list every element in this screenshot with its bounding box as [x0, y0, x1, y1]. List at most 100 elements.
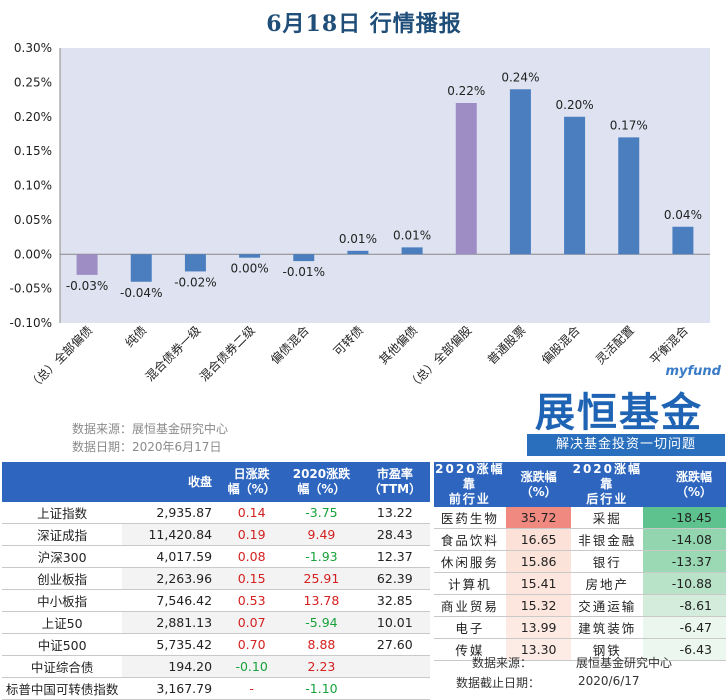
data-label: 0.20% [556, 98, 594, 112]
index-ytd-change: 9.49 [283, 523, 360, 546]
y-tick-label: 0.00% [14, 247, 52, 261]
bottom-industry-name: 房地产 [571, 572, 644, 595]
bar [130, 254, 152, 282]
data-label: 0.22% [447, 84, 485, 98]
logo-brand-text: 展恒基金 [535, 389, 703, 436]
data-label: 0.01% [393, 228, 431, 242]
fund-return-bar-chart: 0.30% 0.25% 0.20% 0.15% 0.10% 0.05% 0.00% -0.05… [10, 41, 710, 393]
industry-table: 2020涨幅靠 前行业 涨跌幅 （%） 2020涨幅靠 后行业 涨跌幅 （%） 医药生物 35.… [434, 462, 726, 661]
bottom-industry-change: -13.37 [643, 550, 726, 573]
bar [239, 254, 261, 258]
brand-logo: myfund 展恒基金 解决基金投资一切问题 [527, 364, 725, 456]
x-tick-label: 混合债券二级 [196, 323, 258, 385]
table-row: 休闲服务 15.86 银行 -13.37 [434, 550, 726, 573]
y-tick-label: 0.20% [14, 110, 52, 124]
table-row: 上证指数 2,935.87 0.14 -3.75 13.22 [2, 502, 430, 524]
bottom-industry-name: 钢铁 [571, 638, 644, 661]
index-pe: 28.43 [359, 523, 430, 546]
index-day-change: - [220, 677, 284, 700]
x-tick-label: （总）全部偏债 [25, 323, 95, 393]
top-industry-change: 15.41 [505, 572, 572, 595]
index-name: 标普中国可转债指数 [2, 677, 123, 700]
index-ytd-change: -1.93 [283, 545, 360, 568]
index-close: 4,017.59 [122, 545, 221, 568]
index-ytd-change: 8.88 [283, 633, 360, 656]
bar [76, 254, 98, 275]
index-name: 上证指数 [2, 502, 123, 524]
data-label: 0.17% [610, 118, 648, 132]
bar [401, 247, 423, 255]
bar [184, 254, 206, 272]
bar [564, 116, 586, 255]
index-close: 11,420.84 [122, 523, 221, 546]
bottom-industry-name: 采掘 [571, 507, 644, 529]
top-industry-name: 食品饮料 [434, 528, 506, 551]
y-tick-label: 0.10% [14, 179, 52, 193]
index-close: 2,263.96 [122, 567, 221, 590]
bottom-industry-name: 非银金融 [571, 528, 644, 551]
top-industry-change: 16.65 [505, 528, 572, 551]
footer-date-value: 2020/6/17 [578, 674, 640, 688]
bar [618, 137, 640, 255]
index-day-change: 0.08 [220, 545, 284, 568]
top-industry-change: 15.86 [505, 550, 572, 573]
bar [293, 254, 315, 262]
data-label: 0.01% [339, 232, 377, 246]
top-industry-name: 电子 [434, 616, 506, 639]
index-name: 沪深300 [2, 545, 123, 568]
y-tick-label: 0.15% [14, 144, 52, 158]
x-tick-label: 纯债 [122, 323, 149, 350]
index-pe: 13.22 [359, 502, 430, 524]
table-row: 上证50 2,881.13 0.07 -5.94 10.01 [2, 611, 430, 634]
index-table-header: 2020涨跌 幅（%） [283, 462, 360, 502]
top-industry-name: 传媒 [434, 638, 506, 661]
index-pe: 10.01 [359, 611, 430, 634]
x-tick-label: 普通股票 [485, 323, 529, 367]
industry-table-header: 2020涨幅靠 后行业 [571, 462, 644, 507]
x-tick-label: 平衡混合 [646, 323, 691, 368]
index-day-change: 0.19 [220, 523, 284, 546]
table-row: 计算机 15.41 房地产 -10.88 [434, 572, 726, 595]
index-table-header: 日涨跌 幅（%） [220, 462, 284, 502]
index-day-change: -0.10 [220, 655, 284, 678]
index-close: 3,167.79 [122, 677, 221, 700]
top-industry-change: 13.99 [505, 616, 572, 639]
index-ytd-change: -3.75 [283, 502, 360, 524]
index-name: 深证成指 [2, 523, 123, 546]
table-row: 深证成指 11,420.84 0.19 9.49 28.43 [2, 523, 430, 546]
logo-myfund-text: myfund [665, 364, 722, 379]
bar [347, 250, 369, 255]
index-name: 上证50 [2, 611, 123, 634]
top-industry-change: 35.72 [505, 507, 572, 529]
industry-table-header: 涨跌幅 （%） [643, 462, 726, 507]
index-day-change: 0.70 [220, 633, 284, 656]
data-source-note: 数据来源：展恒基金研究中心 [72, 422, 229, 436]
index-table-header: 收盘 [122, 462, 221, 502]
index-pe: 12.37 [359, 545, 430, 568]
bar [509, 89, 531, 255]
index-table-header [2, 462, 123, 502]
bottom-industry-change: -6.43 [643, 638, 726, 661]
top-industry-change: 15.32 [505, 594, 572, 617]
bottom-industry-change: -6.47 [643, 616, 726, 639]
y-tick-label: -0.10% [10, 316, 52, 330]
index-ytd-change: 13.78 [283, 589, 360, 612]
bottom-industry-change: -8.61 [643, 594, 726, 617]
x-tick-label: 其他偏债 [376, 323, 421, 368]
data-date-note: 数据日期：2020年6月17日 [72, 440, 222, 454]
index-close: 194.20 [122, 655, 221, 678]
table-row: 创业板指 2,263.96 0.15 25.91 62.39 [2, 567, 430, 590]
index-ytd-change: -5.94 [283, 611, 360, 634]
top-industry-name: 商业贸易 [434, 594, 506, 617]
y-tick-label: 0.25% [14, 75, 52, 89]
index-close: 5,735.42 [122, 633, 221, 656]
y-tick-label: 0.05% [14, 213, 52, 227]
index-close: 2,881.13 [122, 611, 221, 634]
table-row: 电子 13.99 建筑装饰 -6.47 [434, 616, 726, 639]
index-table-header: 市盈率 （TTM） [359, 462, 430, 502]
index-name: 中证500 [2, 633, 123, 656]
index-ytd-change: 2.23 [283, 655, 360, 678]
top-industry-name: 休闲服务 [434, 550, 506, 573]
index-name: 创业板指 [2, 567, 123, 590]
table-row: 标普中国可转债指数 3,167.79- -1.10 [2, 677, 430, 700]
